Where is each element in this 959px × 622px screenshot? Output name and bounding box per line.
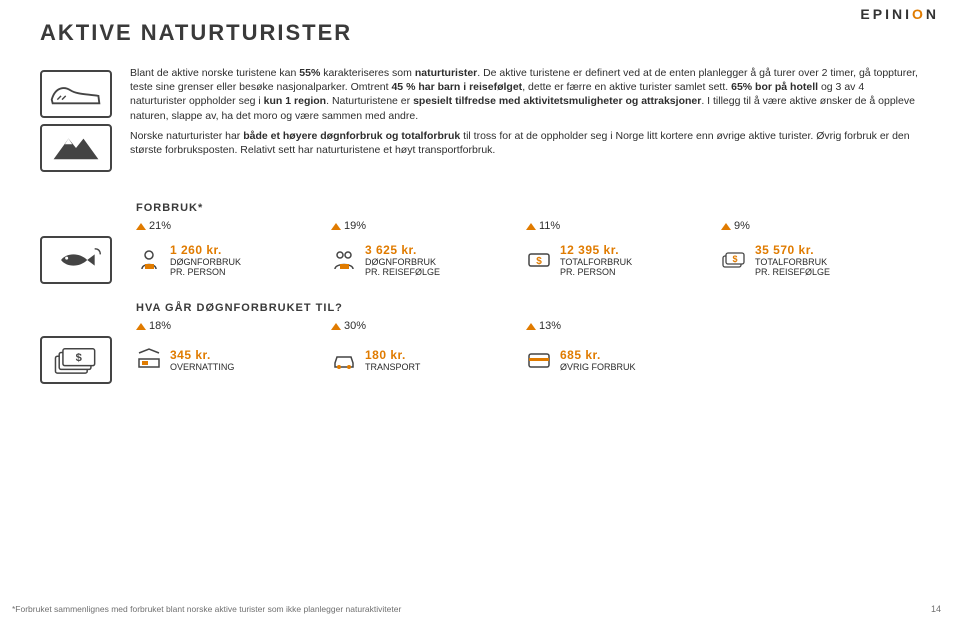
forbruk-item: $ 35 570 kr.TOTALFORBRUKPR. REISEFØLGE [721,243,916,277]
up-arrow-icon [331,323,341,330]
hva-section: HVA GÅR DØGNFORBRUKET TIL? 18% 30% 13% $… [40,302,919,384]
up-arrow-icon [721,223,731,230]
brand-logo: EPINION [860,6,939,22]
svg-text:$: $ [76,352,83,364]
page-title: AKTIVE NATURTURISTER [40,20,919,46]
hva-item: 180 kr.TRANSPORT [331,347,526,373]
card-icon [526,347,552,373]
up-arrow-icon [526,323,536,330]
hva-item: 685 kr.ØVRIG FORBRUK [526,347,721,373]
page-number: 14 [931,604,941,614]
svg-text:$: $ [732,254,737,264]
person-money-icon [136,247,162,273]
forbruk-item: $ 12 395 kr.TOTALFORBRUKPR. PERSON [526,243,721,277]
up-arrow-icon [331,223,341,230]
up-arrow-icon [526,223,536,230]
car-icon [331,347,357,373]
hva-heading: HVA GÅR DØGNFORBRUKET TIL? [136,302,919,314]
mountain-icon [40,124,112,172]
pct-cell: 13% [526,320,721,332]
up-arrow-icon [136,223,146,230]
pct-cell: 11% [526,220,721,232]
dollar-icon: $ [526,247,552,273]
body-text: Blant de aktive norske turistene kan 55%… [130,66,919,172]
pct-cell: 9% [721,220,916,232]
forbruk-item: 3 625 kr.DØGNFORBRUKPR. REISEFØLGE [331,243,526,277]
svg-text:$: $ [536,256,542,267]
forbruk-item: 1 260 kr.DØGNFORBRUKPR. PERSON [136,243,331,277]
shoe-icon [40,70,112,118]
pct-cell: 18% [136,320,331,332]
bed-icon [136,347,162,373]
footnote: *Forbruket sammenlignes med forbruket bl… [12,604,401,614]
pct-cell: 19% [331,220,526,232]
forbruk-section: FORBRUK* 21% 19% 11% 9% 1 260 kr.DØGNFOR… [40,202,919,284]
side-icons [40,66,112,172]
fish-icon [40,236,112,284]
group-money-icon [331,247,357,273]
paragraph-1: Blant de aktive norske turistene kan 55%… [130,66,919,123]
hva-item: 345 kr.OVERNATTING [136,347,331,373]
pct-cell: 21% [136,220,331,232]
dollar-stack-icon: $ [721,247,747,273]
forbruk-heading: FORBRUK* [136,202,919,214]
pct-cell: 30% [331,320,526,332]
up-arrow-icon [136,323,146,330]
money-stack-icon: $ [40,336,112,384]
paragraph-2: Norske naturturister har både et høyere … [130,129,919,157]
